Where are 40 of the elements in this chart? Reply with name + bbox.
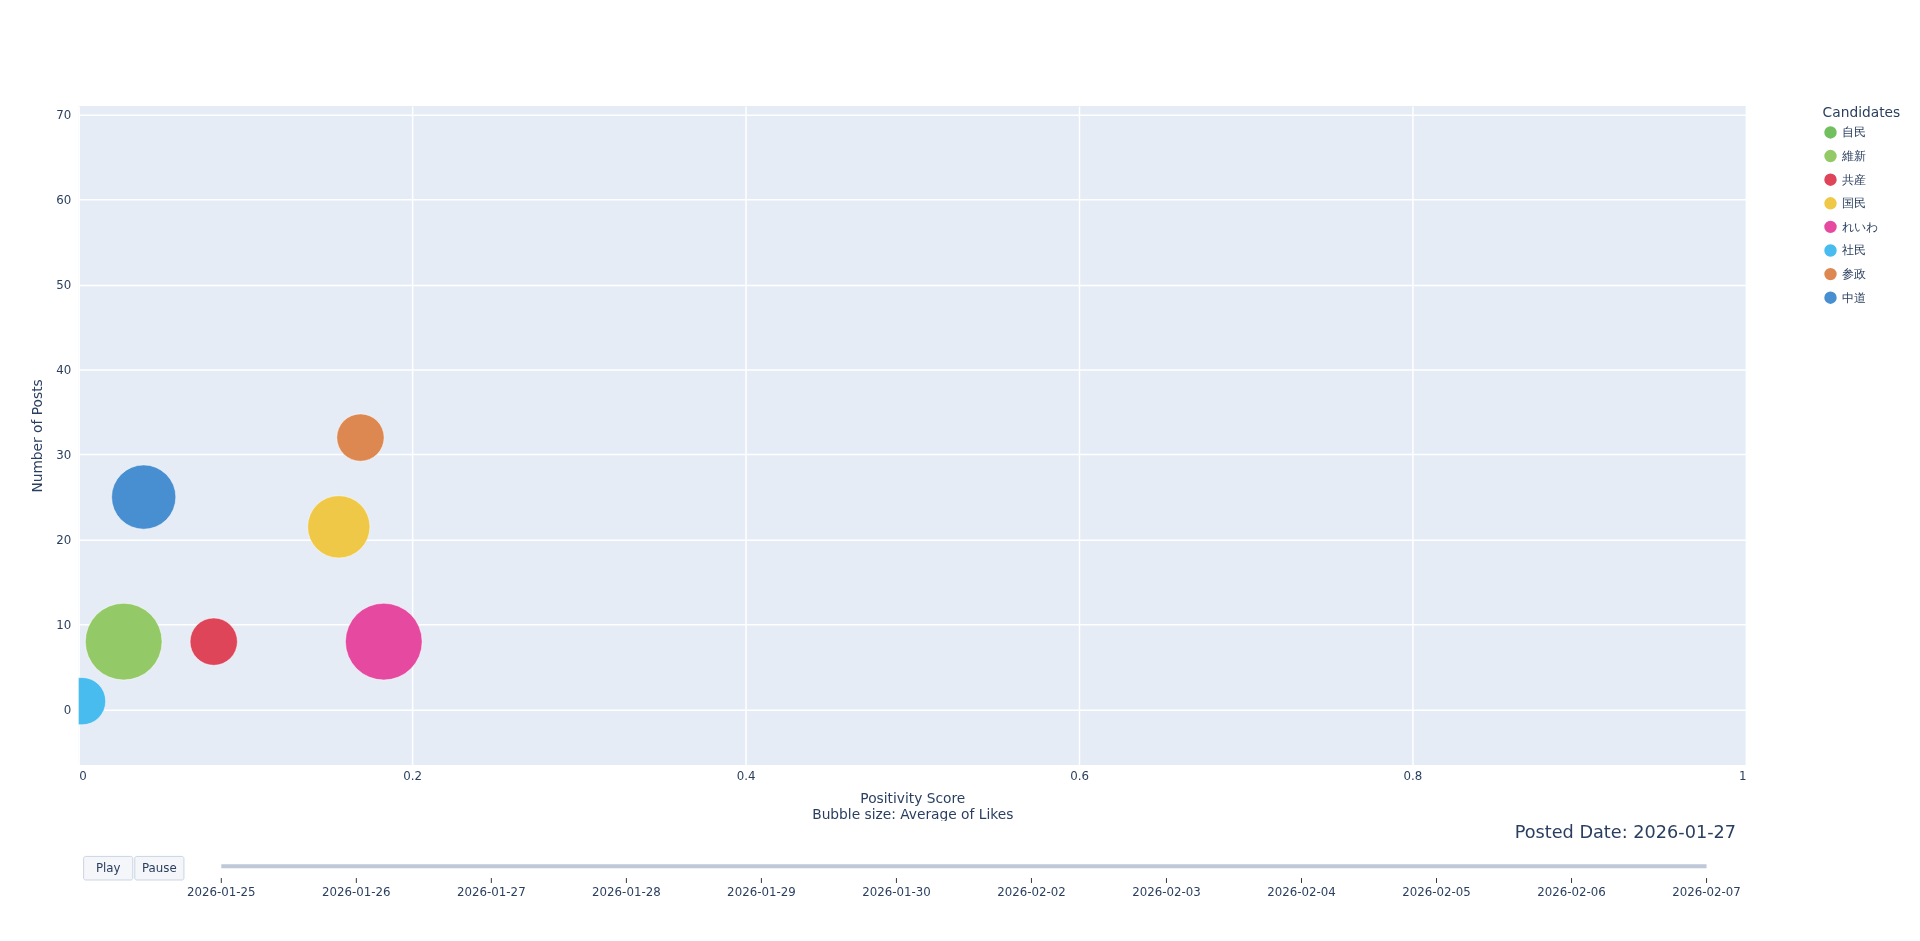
y-tick-label: 0 [63, 703, 72, 718]
text: 2026-02-04 [1267, 884, 1336, 899]
text: 2026-01-28 [592, 884, 661, 899]
y-tick-label: 40 [56, 362, 72, 377]
legend-label: 参政 [1842, 267, 1867, 282]
x-tick-label: 0.6 [1070, 769, 1089, 784]
y-axis-title: Number of Posts [28, 379, 45, 493]
x-tick-label: 0.8 [1403, 769, 1423, 784]
x-tick-label: 1 [1738, 769, 1747, 784]
y-tick-label: 70 [56, 107, 72, 122]
y-tick-label: 10 [56, 618, 72, 633]
text: Pause [141, 861, 177, 876]
text: 2026-01-25 [187, 884, 256, 899]
x-tick-label: 0 [79, 769, 87, 784]
y-tick-label: 20 [56, 533, 72, 548]
text: 2026-02-05 [1402, 884, 1471, 899]
text: 2026-02-07 [1672, 884, 1741, 899]
text: 2026-01-30 [862, 884, 931, 899]
legend-title: Candidates [1822, 103, 1901, 120]
text: 2026-01-26 [322, 884, 391, 899]
x-tick-label: 0.4 [736, 769, 756, 784]
legend-label: 共産 [1842, 172, 1867, 187]
text: Posted Date: 2026-01-27 [1514, 821, 1737, 842]
text: 2026-02-02 [997, 884, 1066, 899]
text: 2026-01-27 [457, 884, 526, 899]
legend-label: れいわ [1842, 219, 1879, 234]
text: 2026-02-06 [1537, 884, 1606, 899]
legend-label: 国民 [1842, 196, 1867, 211]
y-tick-label: 60 [56, 192, 72, 207]
legend-label: 自民 [1842, 125, 1867, 140]
legend-label: 社民 [1842, 243, 1867, 258]
text: 2026-02-03 [1132, 884, 1201, 899]
x-axis-title: Positivity Score Bubble size: Average of Likes [812, 789, 1014, 822]
y-tick-label: 50 [56, 277, 72, 292]
x-tick-label: 0.2 [403, 769, 423, 784]
legend-label: 中道 [1842, 290, 1867, 305]
legend-label: 維新 [1841, 149, 1867, 164]
text: Play [95, 861, 121, 876]
y-tick-label: 30 [56, 447, 72, 462]
text: 2026-01-29 [727, 884, 796, 899]
